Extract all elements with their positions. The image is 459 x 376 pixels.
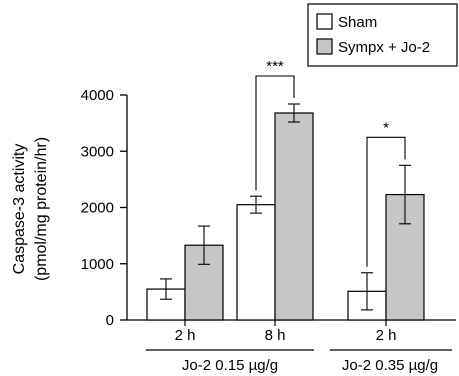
y-axis-title-line2: (pmol/mg protein/hr) bbox=[33, 137, 50, 281]
legend-swatch-sympx bbox=[316, 38, 333, 55]
significance-bracket bbox=[255, 75, 295, 191]
dose-label-high: Jo-2 0.35 µg/g bbox=[342, 357, 438, 374]
y-axis-title-line1: Caspase-3 activity bbox=[11, 144, 28, 275]
y-tick-label: 2000 bbox=[81, 200, 114, 217]
x-tick-labels: 2 h 8 h 2 h bbox=[175, 320, 397, 344]
significance-label: *** bbox=[266, 58, 284, 75]
y-tick-label: 1000 bbox=[81, 256, 114, 273]
x-tick-label: 2 h bbox=[175, 327, 196, 344]
legend-label-sympx: Sympx + Jo-2 bbox=[338, 39, 430, 56]
x-tick-label: 2 h bbox=[376, 327, 397, 344]
legend-label-sham: Sham bbox=[338, 14, 377, 31]
y-tick-label: 0 bbox=[106, 312, 114, 329]
y-tick-label: 3000 bbox=[81, 143, 114, 160]
y-tick-label: 4000 bbox=[81, 87, 114, 104]
significance-brackets: **** bbox=[255, 58, 406, 267]
dose-label-low: Jo-2 0.15 µg/g bbox=[182, 357, 278, 374]
legend: Sham Sympx + Jo-2 bbox=[307, 3, 458, 67]
significance-bracket bbox=[366, 136, 406, 267]
significance-label: * bbox=[383, 119, 389, 136]
bar-sympx bbox=[274, 112, 314, 321]
y-ticks: 0 1000 2000 3000 4000 bbox=[81, 87, 127, 329]
x-tick-label: 8 h bbox=[265, 327, 286, 344]
bar-sham bbox=[236, 204, 276, 321]
legend-box bbox=[307, 3, 458, 67]
error-bars bbox=[160, 103, 411, 311]
legend-swatch-sham bbox=[316, 13, 333, 30]
bars bbox=[146, 112, 425, 321]
